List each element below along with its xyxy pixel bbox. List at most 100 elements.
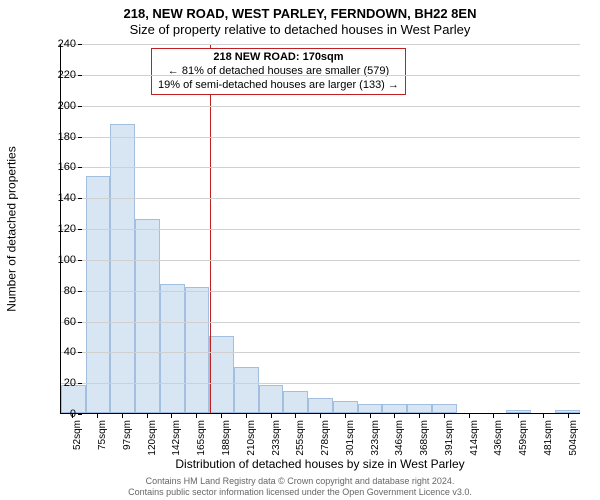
x-tick-mark <box>320 414 321 418</box>
x-tick: 301sqm <box>332 414 357 458</box>
x-tick-label: 120sqm <box>147 420 158 456</box>
x-tick: 142sqm <box>159 414 184 458</box>
x-tick-label: 346sqm <box>394 420 405 456</box>
x-tick: 346sqm <box>382 414 407 458</box>
y-tick: 20 <box>40 377 76 389</box>
y-tick: 100 <box>40 254 76 266</box>
annotation-box: 218 NEW ROAD: 170sqm ← 81% of detached h… <box>151 48 406 95</box>
y-tick: 160 <box>40 161 76 173</box>
x-tick: 391sqm <box>431 414 456 458</box>
y-tick: 80 <box>40 285 76 297</box>
x-tick-label: 165sqm <box>196 420 207 456</box>
x-tick-mark <box>469 414 470 418</box>
x-tick-label: 278sqm <box>320 420 331 456</box>
histogram-bar <box>382 404 407 413</box>
x-tick: 504sqm <box>555 414 580 458</box>
chart-subtitle: Size of property relative to detached ho… <box>0 22 600 37</box>
gridline <box>61 229 580 230</box>
histogram-bar <box>506 410 531 413</box>
gridline <box>61 44 580 45</box>
gridline <box>61 322 580 323</box>
x-tick-label: 414sqm <box>469 420 480 456</box>
annotation-line2: ← 81% of detached houses are smaller (57… <box>158 65 399 79</box>
x-tick-label: 368sqm <box>419 420 430 456</box>
histogram-bar <box>160 284 185 413</box>
x-tick-mark <box>246 414 247 418</box>
y-tick: 200 <box>40 100 76 112</box>
x-tick-mark <box>543 414 544 418</box>
x-tick-label: 301sqm <box>345 420 356 456</box>
histogram-bar <box>308 398 333 413</box>
histogram-bar <box>555 410 580 413</box>
x-tick-label: 188sqm <box>221 420 232 456</box>
gridline <box>61 167 580 168</box>
x-tick-mark <box>221 414 222 418</box>
x-tick-mark <box>394 414 395 418</box>
x-tick: 323sqm <box>357 414 382 458</box>
x-tick-label: 391sqm <box>444 420 455 456</box>
x-tick-mark <box>147 414 148 418</box>
x-tick-label: 255sqm <box>295 420 306 456</box>
x-tick-label: 97sqm <box>122 420 133 450</box>
x-axis-label: Distribution of detached houses by size … <box>60 457 580 471</box>
x-tick-mark <box>345 414 346 418</box>
histogram-bar <box>358 404 383 413</box>
x-tick-mark <box>97 414 98 418</box>
annotation-line3: 19% of semi-detached houses are larger (… <box>158 79 399 93</box>
x-tick-label: 481sqm <box>543 420 554 456</box>
x-ticks-group: 52sqm75sqm97sqm120sqm142sqm165sqm188sqm2… <box>60 414 580 458</box>
gridline <box>61 198 580 199</box>
x-tick-mark <box>370 414 371 418</box>
y-tick: 40 <box>40 346 76 358</box>
annotation-line1: 218 NEW ROAD: 170sqm <box>158 51 399 65</box>
x-tick-label: 75sqm <box>97 420 108 450</box>
histogram-bar <box>333 401 358 413</box>
histogram-bar <box>432 404 457 413</box>
x-tick-label: 52sqm <box>72 420 83 450</box>
y-tick: 120 <box>40 223 76 235</box>
y-tick: 60 <box>40 316 76 328</box>
y-axis-label-text: Number of detached properties <box>5 146 19 311</box>
x-tick-label: 436sqm <box>493 420 504 456</box>
x-tick: 368sqm <box>407 414 432 458</box>
histogram-bar <box>259 385 284 413</box>
x-tick: 233sqm <box>258 414 283 458</box>
x-tick-mark <box>419 414 420 418</box>
y-tick: 140 <box>40 192 76 204</box>
x-tick: 188sqm <box>209 414 234 458</box>
x-tick-mark <box>444 414 445 418</box>
x-tick: 278sqm <box>308 414 333 458</box>
x-tick-label: 323sqm <box>370 420 381 456</box>
x-tick-mark <box>295 414 296 418</box>
histogram-bar <box>185 287 210 413</box>
x-tick: 481sqm <box>531 414 556 458</box>
chart-container: 218, NEW ROAD, WEST PARLEY, FERNDOWN, BH… <box>0 0 600 500</box>
histogram-bar <box>407 404 432 413</box>
gridline <box>61 352 580 353</box>
y-tick: 180 <box>40 131 76 143</box>
x-tick: 210sqm <box>233 414 258 458</box>
y-tick: 0 <box>40 408 76 420</box>
y-tick: 240 <box>40 38 76 50</box>
x-tick-label: 142sqm <box>171 420 182 456</box>
x-tick: 255sqm <box>283 414 308 458</box>
x-tick-mark <box>271 414 272 418</box>
gridline <box>61 291 580 292</box>
footer-line2: Contains public sector information licen… <box>0 487 600 498</box>
x-tick: 52sqm <box>60 414 85 458</box>
x-tick: 165sqm <box>184 414 209 458</box>
histogram-bar <box>234 367 259 413</box>
histogram-bar <box>283 391 308 413</box>
x-tick-mark <box>196 414 197 418</box>
x-tick-mark <box>122 414 123 418</box>
plot-area: 218 NEW ROAD: 170sqm ← 81% of detached h… <box>60 44 580 414</box>
x-tick: 97sqm <box>110 414 135 458</box>
x-tick-label: 459sqm <box>518 420 529 456</box>
gridline <box>61 260 580 261</box>
y-axis-label: Number of detached properties <box>4 44 20 414</box>
x-tick-label: 233sqm <box>271 420 282 456</box>
x-tick-mark <box>171 414 172 418</box>
histogram-bar <box>209 336 234 413</box>
histogram-bar <box>86 176 111 413</box>
x-tick-mark <box>568 414 569 418</box>
